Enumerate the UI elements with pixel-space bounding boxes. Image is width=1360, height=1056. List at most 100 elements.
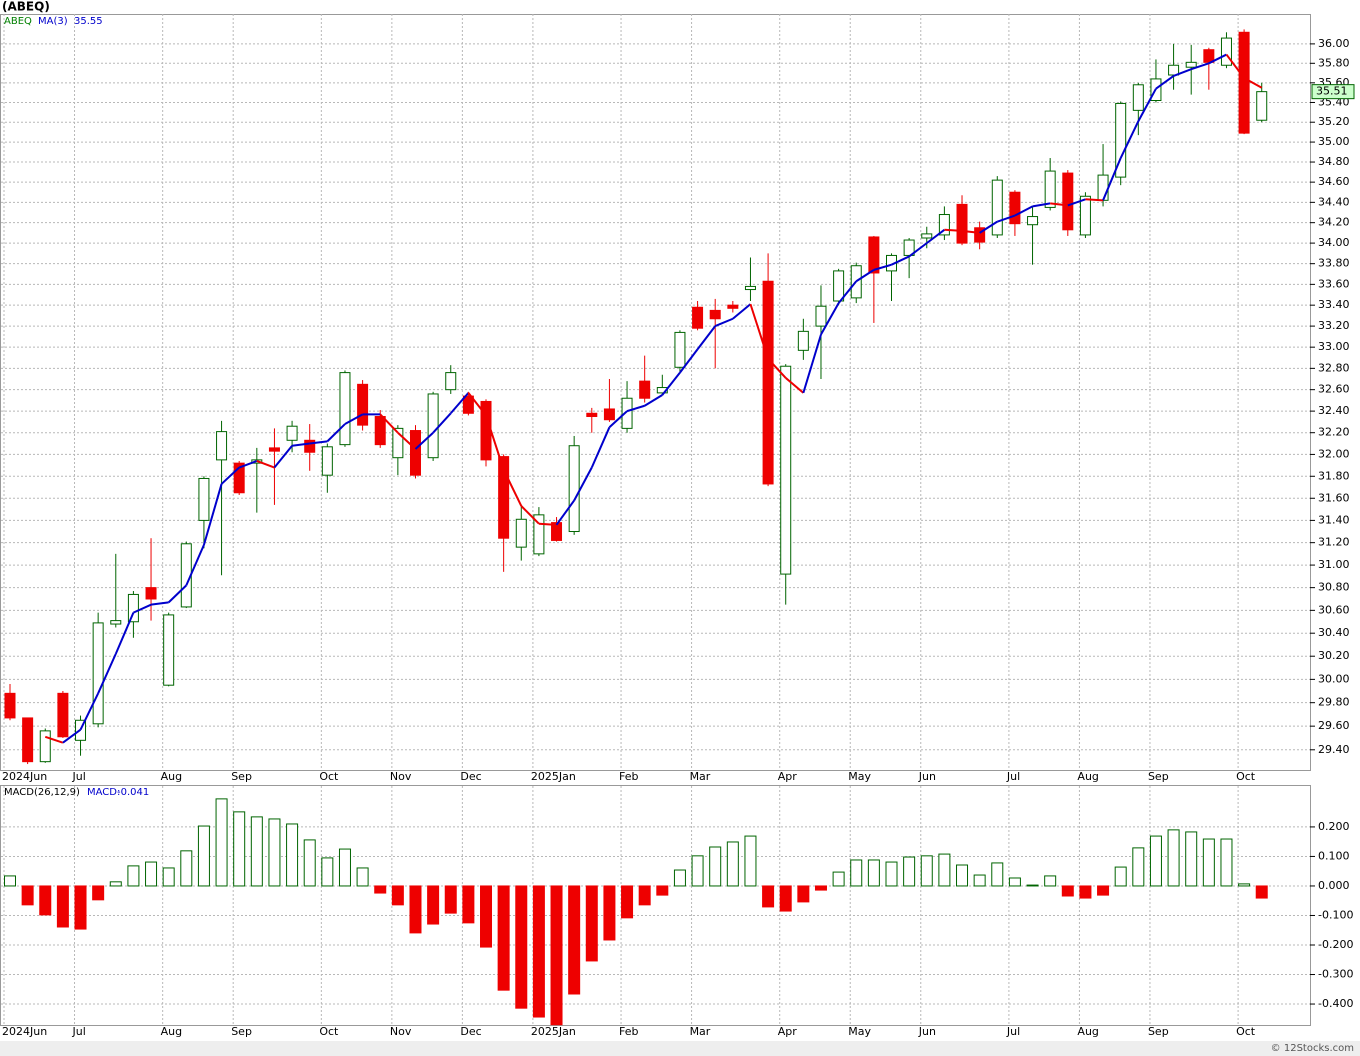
ma-segment: [502, 469, 523, 507]
candle-body: [1203, 49, 1215, 63]
ma-segment: [238, 460, 258, 469]
candle-body: [462, 395, 474, 414]
ma-segment: [1102, 157, 1122, 201]
macd-bar: [1114, 866, 1127, 887]
macd-bar: [1061, 885, 1074, 897]
ma-segment: [538, 522, 557, 526]
legend-symbol: ABEQ: [4, 16, 32, 27]
candle-body: [1044, 170, 1056, 208]
ma-segment: [644, 394, 663, 407]
ma-segment: [696, 325, 716, 350]
macd-bar: [638, 885, 651, 906]
macd-bar: [850, 859, 863, 887]
macd-bar: [127, 865, 140, 887]
ma-segment: [467, 392, 487, 417]
macd-bar: [744, 835, 757, 887]
ma-segment: [837, 280, 858, 304]
macd-bar: [391, 885, 404, 906]
candle-body: [1097, 174, 1109, 201]
macd-bar: [145, 861, 158, 887]
macd-bar: [4, 875, 16, 887]
y-tick-label: 0.000: [1318, 879, 1350, 892]
macd-panel: [0, 785, 1311, 1026]
macd-bar: [709, 846, 722, 887]
candle-body: [22, 717, 34, 763]
ma-segment: [590, 426, 611, 468]
candle-body: [268, 447, 280, 452]
y-tick-label: 0.200: [1318, 820, 1350, 833]
ma-segment: [62, 728, 82, 744]
macd-bar: [233, 811, 246, 887]
y-tick-label: 32.80: [1318, 361, 1350, 374]
ma-segment: [767, 358, 787, 379]
y-tick-label: 30.80: [1318, 581, 1350, 594]
candle-body: [1027, 216, 1039, 226]
candle-body: [39, 730, 51, 763]
legend-macd-label: MACD:: [87, 787, 120, 798]
candle-body: [762, 280, 774, 485]
candle-body: [233, 462, 245, 494]
y-tick-label: 33.20: [1318, 319, 1350, 332]
y-tick-label: 31.60: [1318, 491, 1350, 504]
y-tick-label: 31.80: [1318, 469, 1350, 482]
ma-segment: [114, 612, 135, 655]
y-tick-label: 30.60: [1318, 603, 1350, 616]
candle-body: [568, 445, 580, 533]
x-tick-label: Oct: [1236, 770, 1256, 783]
x-tick-label: Sep: [231, 770, 252, 783]
x-tick-label: Oct: [1236, 1025, 1256, 1038]
macd-bar: [374, 885, 387, 894]
macd-bar: [956, 864, 969, 887]
ma-segment: [44, 735, 64, 744]
candle-body: [956, 203, 968, 244]
y-tick-label: 35.20: [1318, 115, 1350, 128]
candle-body: [57, 692, 69, 738]
candle-body: [339, 372, 351, 446]
y-tick-label: 0.100: [1318, 849, 1350, 862]
x-tick-label: Aug: [1077, 770, 1098, 783]
legend-macd-value: -0.041: [117, 787, 149, 798]
y-tick-label: 33.40: [1318, 298, 1350, 311]
ma-segment: [1173, 68, 1192, 77]
ma-segment: [1225, 53, 1245, 79]
candle-body: [1256, 91, 1268, 121]
x-tick-label: Jul: [72, 770, 86, 783]
y-tick-label: 36.00: [1318, 37, 1350, 50]
candle-body: [692, 306, 704, 329]
macd-bar: [1008, 877, 1021, 887]
macd-bar: [603, 885, 616, 941]
legend-ma-name: MA(3): [38, 16, 68, 27]
macd-bar: [109, 881, 122, 887]
candle-body: [392, 427, 404, 459]
candle-body: [1220, 37, 1232, 66]
ma-segment: [379, 413, 399, 434]
macd-bar: [286, 823, 299, 887]
candle-body: [938, 214, 950, 236]
price-panel: [0, 14, 1311, 771]
ma-segment: [785, 377, 804, 394]
ma-segment: [432, 412, 452, 434]
macd-bar: [21, 885, 34, 906]
ma-segment: [291, 442, 310, 447]
candle-body: [551, 522, 563, 541]
macd-bar: [303, 839, 316, 887]
macd-bar: [1097, 885, 1110, 896]
y-tick-label: -0.200: [1318, 938, 1353, 951]
y-tick-label: 29.40: [1318, 743, 1350, 756]
y-tick-label: 30.40: [1318, 626, 1350, 639]
x-tick-label: Feb: [619, 1025, 638, 1038]
candle-body: [833, 270, 845, 302]
macd-bar: [1079, 885, 1092, 899]
candle-body: [127, 593, 139, 623]
candle-body: [4, 692, 16, 719]
ma-segment: [414, 431, 434, 450]
ma-segment: [1137, 88, 1157, 122]
candle-body: [639, 380, 651, 399]
y-tick-label: 35.80: [1318, 56, 1350, 69]
ma-segment: [167, 584, 187, 604]
ma-segment: [309, 440, 328, 445]
ma-segment: [979, 220, 998, 234]
macd-bar: [197, 825, 210, 887]
x-tick-label: 2024Jun: [2, 1025, 47, 1038]
